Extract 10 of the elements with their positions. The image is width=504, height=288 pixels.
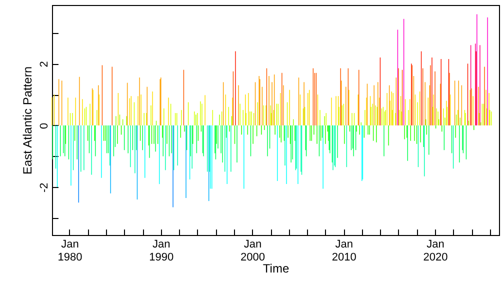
- y-tick-label: -2: [38, 182, 50, 193]
- y-tick-label: 0: [38, 122, 50, 129]
- x-axis-title: Time: [262, 262, 290, 276]
- x-tick-label: Jan 1980: [58, 238, 82, 264]
- x-tick-label: Jan 2000: [240, 238, 265, 264]
- y-axis-title: East Atlantic Pattern: [20, 66, 34, 175]
- x-tick-label: Jan 2010: [332, 238, 356, 264]
- y-tick-label: 2: [38, 61, 50, 68]
- x-tick-label: Jan 1990: [149, 238, 174, 264]
- x-tick-label: Jan 2020: [423, 238, 448, 264]
